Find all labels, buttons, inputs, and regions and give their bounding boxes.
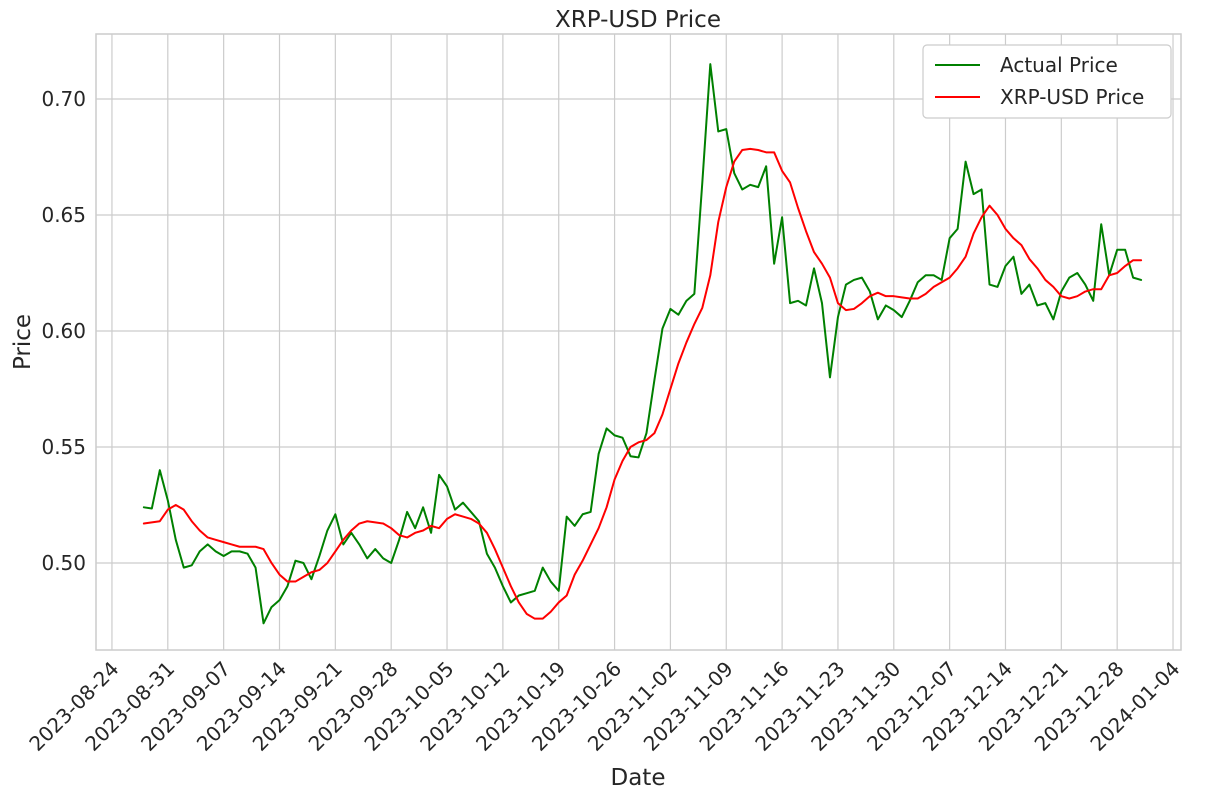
x-axis-ticks: 2023-08-242023-08-312023-09-072023-09-14… — [24, 657, 1184, 756]
y-tick-label: 0.60 — [41, 319, 86, 343]
legend-label-actual-price: Actual Price — [1000, 53, 1118, 77]
series-lines — [142, 63, 1143, 625]
y-tick-label: 0.50 — [41, 551, 86, 575]
grid-lines — [96, 34, 1181, 650]
plot-frame — [95, 33, 1182, 651]
y-axis-label: Price — [10, 314, 36, 370]
chart-title: XRP-USD Price — [555, 7, 721, 33]
legend-label-xrp-usd-price: XRP-USD Price — [1000, 85, 1144, 109]
x-axis-label: Date — [611, 765, 666, 791]
series-line-xrp-usd-price — [142, 147, 1143, 620]
y-tick-label: 0.70 — [41, 87, 86, 111]
y-axis-ticks: 0.50 0.55 0.60 0.65 0.70 — [41, 87, 86, 575]
series-line-actual-price — [142, 63, 1143, 625]
legend-box — [922, 44, 1172, 119]
y-tick-label: 0.65 — [41, 203, 86, 227]
legend: Actual Price XRP-USD Price — [922, 44, 1172, 119]
y-tick-label: 0.55 — [41, 435, 86, 459]
